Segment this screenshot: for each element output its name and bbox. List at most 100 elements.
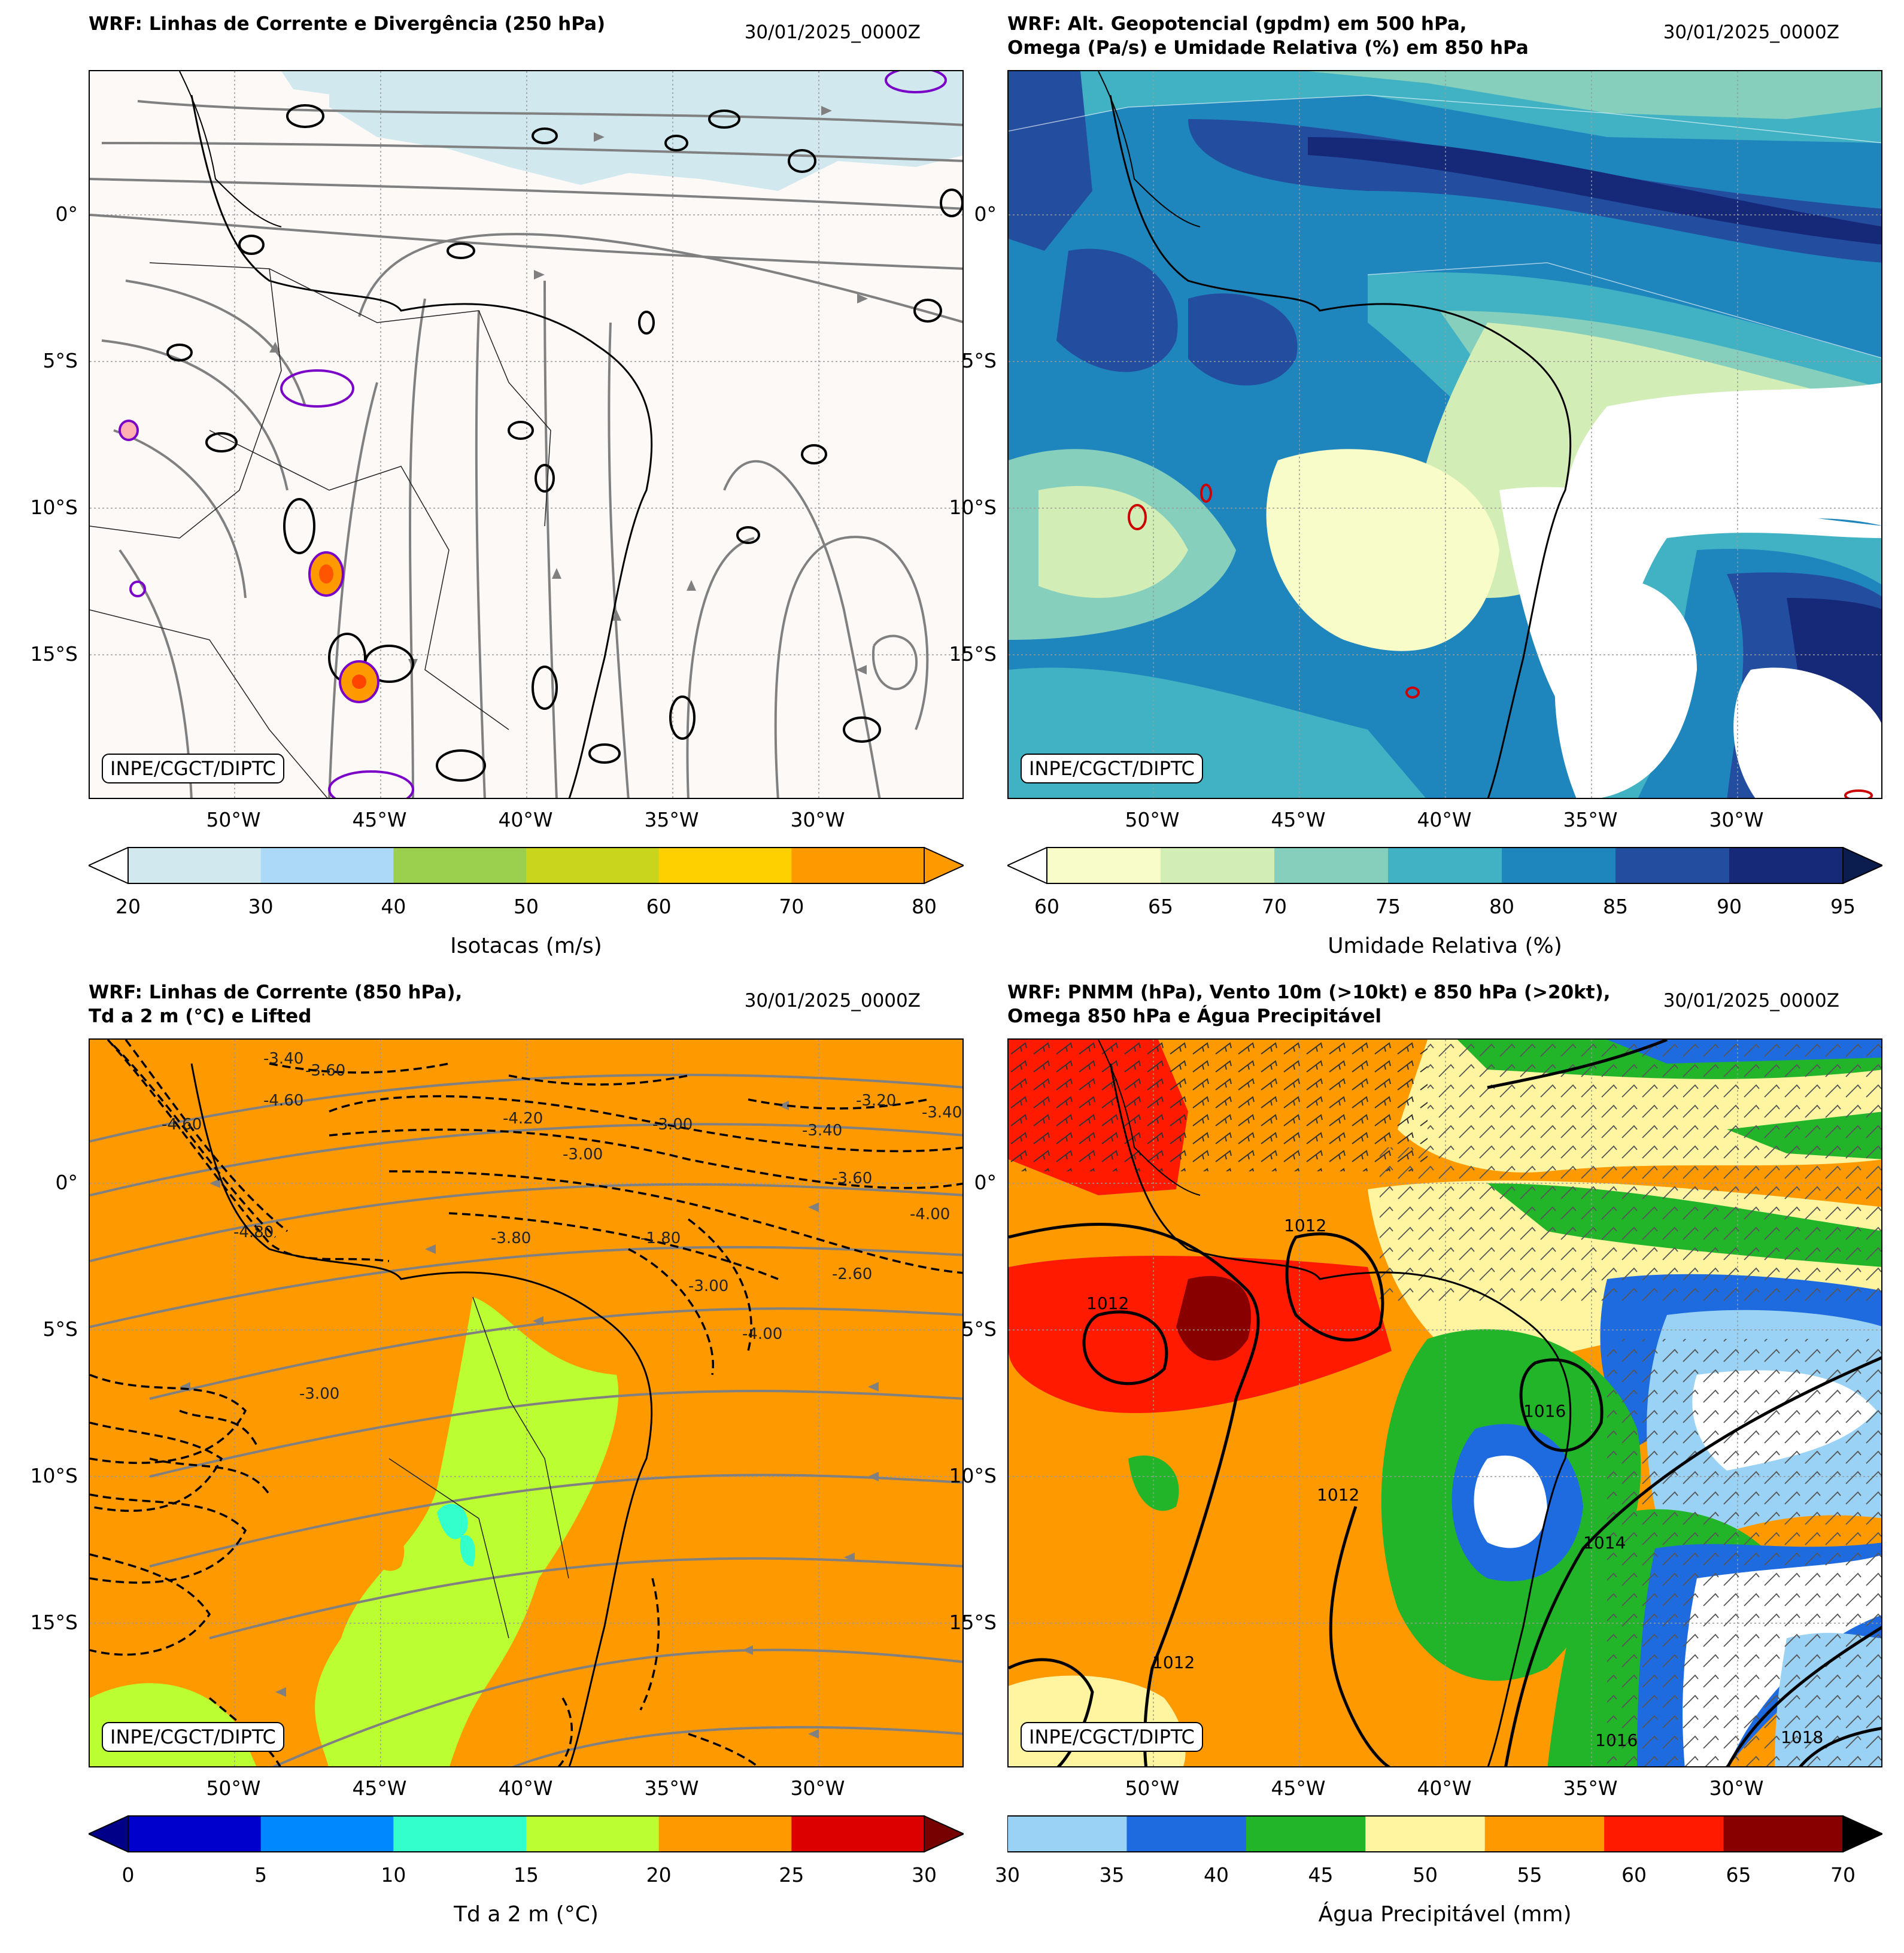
contour-label: -4.80	[233, 1223, 274, 1241]
colorbar-tick-label: 20	[646, 1863, 672, 1887]
panel-date: 30/01/2025_0000Z	[744, 990, 921, 1012]
colorbar-frame	[1046, 847, 1844, 884]
lon-tick: 50°W	[206, 808, 261, 831]
lat-tick: 0°	[974, 202, 997, 226]
colorbar-over-triangle	[1842, 846, 1884, 885]
credit-label: INPE/CGCT/DIPTC	[102, 1722, 284, 1752]
contour-label: -4.60	[162, 1116, 202, 1134]
map-area: -3.40 -3.60 -4.60 -4.60 -4.20 -3.00 -3.4…	[89, 1038, 964, 1767]
contour-label: -3.40	[922, 1104, 962, 1122]
isobar-label: 1012	[1284, 1216, 1326, 1235]
lat-tick: 5°S	[961, 1317, 997, 1341]
contour-label: -3.60	[305, 1062, 345, 1080]
colorbar-segment	[658, 1816, 792, 1852]
colorbar-segment	[1723, 1816, 1844, 1852]
colorbar	[87, 846, 965, 885]
colorbar-tick-label: 30	[912, 1863, 937, 1887]
colorbar-over-triangle	[1842, 1815, 1884, 1853]
colorbar-tick-label: 90	[1717, 895, 1742, 918]
colorbar-segment	[260, 1816, 394, 1852]
lat-tick: 0°	[55, 1171, 78, 1194]
colorbar	[87, 1815, 965, 1853]
contour-label: -3.20	[856, 1092, 896, 1110]
colorbar-tick-label: 5	[254, 1863, 268, 1887]
panel-streamlines-250hpa: WRF: Linhas de Corrente e Divergência (2…	[0, 0, 965, 970]
colorbar-tick-label: 50	[1413, 1863, 1438, 1887]
colorbar-graphic	[87, 1815, 965, 1853]
lon-tick: 30°W	[790, 1776, 845, 1800]
map-area: INPE/CGCT/DIPTC	[89, 70, 964, 799]
colorbar-tick-label: 60	[1621, 1863, 1647, 1887]
lon-tick: 40°W	[1417, 1776, 1472, 1800]
contour-label: -3.80	[491, 1229, 531, 1247]
contour-label: -3.40	[263, 1050, 303, 1068]
lon-tick: 35°W	[644, 808, 699, 831]
colorbar-tick-label: 30	[248, 895, 274, 918]
credit-label: INPE/CGCT/DIPTC	[102, 754, 284, 783]
colorbar-tick-label: 95	[1830, 895, 1856, 918]
lon-tick: 35°W	[644, 1776, 699, 1800]
colorbar-segment	[128, 848, 262, 883]
colorbar-label: Umidade Relativa (%)	[1328, 934, 1562, 958]
lat-tick: 5°S	[961, 349, 997, 372]
colorbar-under-triangle	[1006, 846, 1047, 885]
isobar-label: 1012	[1152, 1653, 1195, 1672]
colorbar-label: Isotacas (m/s)	[450, 934, 602, 958]
contour-label: -3.60	[832, 1170, 872, 1187]
isobar-label: 1018	[1781, 1727, 1823, 1747]
colorbar-under-triangle	[87, 846, 129, 885]
contour-label: -3.40	[802, 1122, 842, 1140]
lon-tick: 45°W	[1271, 808, 1326, 831]
colorbar-segment	[260, 848, 394, 883]
lon-tick: 45°W	[352, 808, 407, 831]
colorbar-under-triangle	[87, 1815, 129, 1853]
lon-tick: 30°W	[790, 808, 845, 831]
isobar-label: 1012	[1317, 1485, 1359, 1505]
lon-tick: 45°W	[352, 1776, 407, 1800]
contour-label: -4.00	[910, 1205, 950, 1223]
colorbar-segment	[393, 1816, 527, 1852]
panel-date: 30/01/2025_0000Z	[744, 22, 921, 43]
lat-tick: 10°S	[949, 1464, 997, 1487]
colorbar-tick-label: 65	[1148, 895, 1173, 918]
colorbar-tick-label: 10	[381, 1863, 406, 1887]
lat-tick: 5°S	[42, 349, 78, 372]
colorbar-segment	[1484, 1816, 1605, 1852]
contour-label: -4.00	[742, 1325, 782, 1343]
colorbar-segment	[1126, 1816, 1247, 1852]
lon-tick: 30°W	[1709, 1776, 1764, 1800]
colorbar-tick-label: 55	[1517, 1863, 1542, 1887]
lon-tick: 35°W	[1563, 808, 1618, 831]
colorbar-tick-label: 40	[381, 895, 406, 918]
lon-tick: 40°W	[1417, 808, 1472, 831]
colorbar-tick-label: 60	[646, 895, 672, 918]
panel-geopotential-rh: WRF: Alt. Geopotencial (gpdm) em 500 hPa…	[919, 0, 1884, 970]
contour-label: -4.60	[263, 1092, 303, 1110]
colorbar-segment	[1502, 848, 1616, 883]
colorbar-frame	[127, 847, 925, 884]
colorbar-segment	[1729, 848, 1844, 883]
colorbar	[1007, 1815, 1884, 1853]
colorbar-segment	[658, 848, 792, 883]
colorbar-segment	[128, 1816, 262, 1852]
lat-tick: 15°S	[949, 1611, 997, 1634]
colorbar-segment	[1047, 848, 1161, 883]
colorbar-segment	[1246, 1816, 1366, 1852]
lon-tick: 30°W	[1709, 808, 1764, 831]
colorbar-tick-label: 85	[1603, 895, 1628, 918]
lon-tick: 50°W	[1125, 808, 1180, 831]
colorbar-tick-label: 30	[995, 1863, 1020, 1887]
contour-label: -2.60	[832, 1265, 872, 1283]
colorbar-tick-label: 70	[779, 895, 804, 918]
colorbar-graphic	[1006, 846, 1884, 885]
lon-tick: 40°W	[498, 808, 553, 831]
panel-title: WRF: PNMM (hPa), Vento 10m (>10kt) e 850…	[1007, 982, 1611, 1027]
lat-tick: 10°S	[30, 496, 78, 519]
lon-tick: 40°W	[498, 1776, 553, 1800]
colorbar-graphic	[87, 846, 965, 885]
contour-label: -3.00	[652, 1116, 693, 1134]
contour-label: -4.20	[503, 1110, 543, 1128]
colorbar-segment	[791, 1816, 925, 1852]
colorbar-segment	[393, 848, 527, 883]
panel-title: WRF: Linhas de Corrente (850 hPa), Td a …	[89, 982, 463, 1027]
